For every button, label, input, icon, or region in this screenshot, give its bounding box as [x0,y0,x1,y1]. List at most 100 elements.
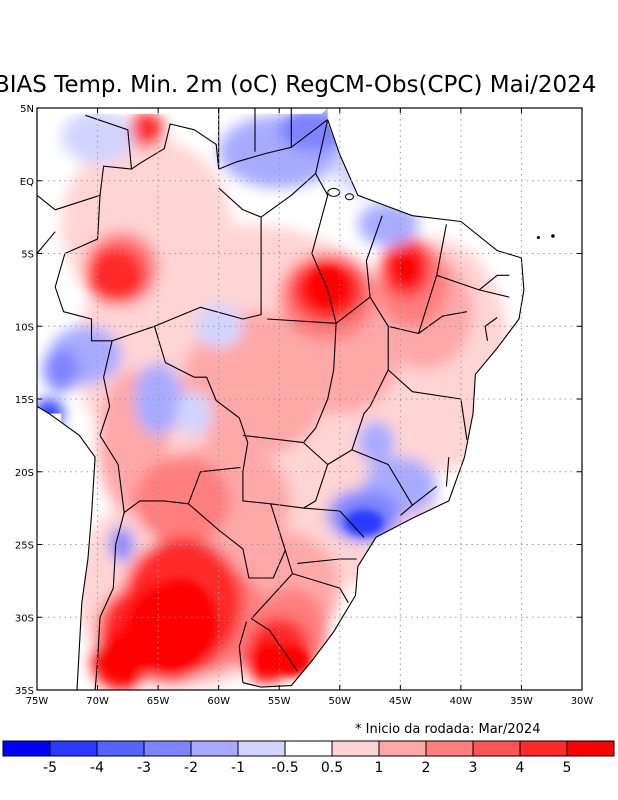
border-line [188,503,286,579]
border-line [292,573,349,603]
x-tick-label: 75W [26,696,49,707]
x-tick-label: 35W [510,696,533,707]
border-line [270,464,329,509]
border-line [302,323,337,443]
colorbar-swatch [566,740,615,757]
colorbar-label: 4 [516,760,525,776]
lat-lon-grid [37,108,582,690]
colorbar-swatch [49,740,98,757]
y-tick-label: 5S [21,250,34,261]
colorbar-label: -3 [137,760,151,776]
border-line [436,274,510,291]
border-line [335,215,383,324]
colorbar-label: -4 [90,760,104,776]
longitude-axis: 75W 70W 65W 60W 55W 50W 45W 40W 35W 30W [26,108,594,707]
bias-cell [133,457,231,545]
bias-cell [127,112,165,148]
border-line [478,289,510,298]
border-line [37,194,101,211]
border-line [311,173,337,324]
bias-core [152,580,213,654]
colorbar-swatch [96,740,145,757]
x-tick-label: 70W [86,696,109,707]
colorbar-swatch [472,740,521,757]
border-line [351,449,438,506]
bias-core [273,646,310,676]
border-line [399,504,413,516]
temperature-bias-detail [152,118,384,676]
colorbar-swatch [190,740,239,757]
coast-mask [63,428,75,439]
colorbar [2,740,615,757]
caribbean-sea [37,108,328,114]
latitude-axis: 5N EQ 5S 10S 15S 20S 25S 30S 35S [15,104,582,697]
y-tick-label: 30S [15,613,34,624]
border-line [369,296,389,407]
y-tick-label: 25S [15,541,34,552]
colorbar-swatch [378,740,427,757]
border-line [445,457,450,487]
border-line [218,187,262,218]
border-line [242,119,525,688]
border-line [37,231,56,254]
border-line [85,114,133,170]
bias-cell [109,527,134,562]
border-line [267,318,337,324]
island-dot [551,234,555,238]
bias-cell [357,420,395,465]
border-line [54,119,329,672]
bias-cell [43,348,80,392]
bias-cell [85,246,146,305]
colorbar-label: 0.5 [321,760,343,776]
colorbar-swatch [143,740,192,757]
island-outline [344,193,354,201]
country-state-borders [37,108,555,690]
x-tick-label: 45W [389,696,412,707]
border-line [387,369,468,440]
y-tick-label: 35S [15,686,34,697]
colorbar-label: -1 [231,760,245,776]
bias-core [285,118,322,142]
colorbar-swatch [237,740,286,757]
bias-core [344,509,384,536]
x-tick-label: 60W [207,696,230,707]
border-line [94,512,125,690]
x-tick-label: 50W [328,696,351,707]
y-tick-label: EQ [20,177,34,188]
y-tick-label: 5N [20,104,34,115]
border-line [37,405,96,690]
bias-cell [242,639,292,683]
colorbar-label: 2 [422,760,431,776]
x-tick-label: 55W [268,696,291,707]
colorbar-swatch [284,740,333,757]
x-tick-label: 30W [571,696,594,707]
border-line [260,119,329,218]
y-tick-label: 15S [15,395,34,406]
border-line [99,340,113,436]
run-start-note: * Inicio da rodada: Mar/2024 [355,722,540,737]
border-line [154,217,262,327]
bias-cell [357,202,419,247]
bias-core [311,268,344,298]
border-line [484,317,498,341]
colorbar-swatch [425,740,474,757]
y-tick-label: 20S [15,468,34,479]
border-line [238,621,248,683]
border-line [99,435,241,514]
x-tick-label: 40W [450,696,473,707]
colorbar-label: -5 [43,760,57,776]
border-line [388,311,467,335]
colorbar-label: 5 [563,760,572,776]
bias-cell [61,110,134,164]
map-title: BIAS Temp. Min. 2m (oC) RegCM-Obs(CPC) M… [0,72,597,98]
colorbar-swatch [331,740,380,757]
bias-cell [390,249,423,287]
island-dot [536,235,540,240]
colorbar-label: -2 [184,760,198,776]
colorbar-swatch [2,740,51,757]
colorbar-swatch [519,740,568,757]
bias-cell [91,631,153,690]
colorbar-label: 1 [375,760,384,776]
border-line [242,434,304,444]
